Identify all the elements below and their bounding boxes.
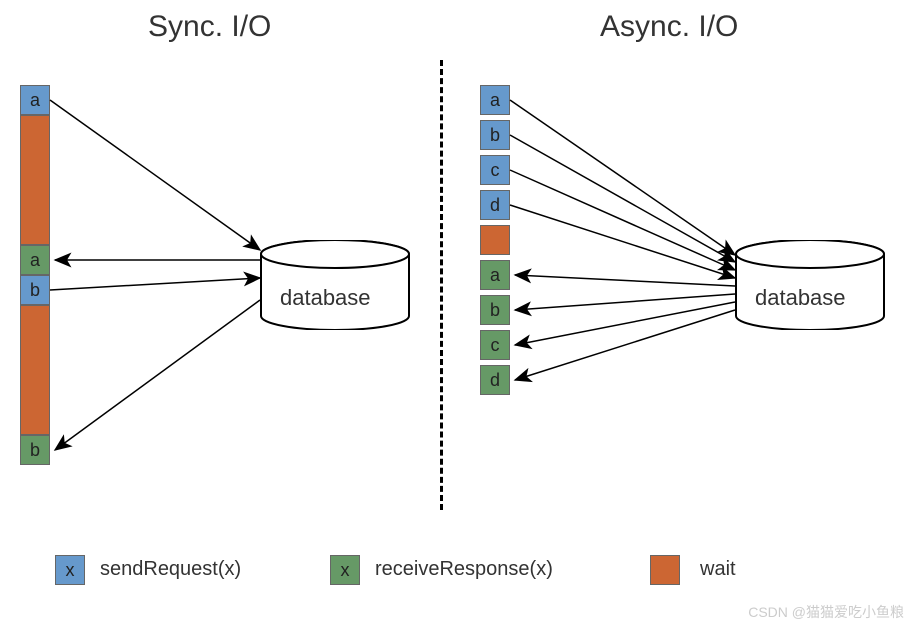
legend-send-label: sendRequest(x)	[100, 558, 241, 581]
sync-wait-cell	[20, 305, 50, 435]
sync-cell-label: a	[30, 90, 40, 111]
async-cell-label: b	[490, 125, 500, 146]
async-arrow-7	[515, 310, 735, 380]
sync-arrow-3	[55, 300, 260, 450]
sync-title: Sync. I/O	[148, 10, 271, 44]
async-database-label: database	[755, 285, 846, 311]
async-cell-label: d	[490, 195, 500, 216]
async-arrow-4	[515, 275, 735, 286]
sync-send-b-cell: b	[20, 275, 50, 305]
async-cell-label: d	[490, 370, 500, 391]
legend-wait-label: wait	[700, 558, 736, 581]
async-arrow-6	[515, 302, 735, 345]
watermark: CSDN @猫猫爱吃小鱼粮	[748, 602, 904, 622]
legend-recv-label: receiveResponse(x)	[375, 558, 553, 581]
legend-key-label: x	[66, 560, 75, 581]
async-send-c-cell: c	[480, 155, 510, 185]
async-recv-a-cell: a	[480, 260, 510, 290]
sync-cell-label: b	[30, 440, 40, 461]
async-cell-label: c	[491, 335, 500, 356]
sync-arrow-0	[50, 100, 260, 250]
async-send-b-cell: b	[480, 120, 510, 150]
async-recv-c-cell: c	[480, 330, 510, 360]
async-cell-label: a	[490, 90, 500, 111]
sync-cell-label: b	[30, 280, 40, 301]
async-send-d-cell: d	[480, 190, 510, 220]
column-divider	[440, 60, 443, 510]
sync-cell-label: a	[30, 250, 40, 271]
async-arrow-0	[510, 100, 735, 255]
async-arrow-3	[510, 205, 735, 278]
sync-arrow-2	[50, 278, 260, 290]
async-wait-cell	[480, 225, 510, 255]
legend-wait-box	[650, 555, 680, 585]
async-recv-d-cell: d	[480, 365, 510, 395]
sync-wait-cell	[20, 115, 50, 245]
sync-recv-a-cell: a	[20, 245, 50, 275]
sync-send-a-cell: a	[20, 85, 50, 115]
async-arrow-5	[515, 294, 735, 310]
async-title: Async. I/O	[600, 10, 738, 44]
async-send-a-cell: a	[480, 85, 510, 115]
async-cell-label: c	[491, 160, 500, 181]
async-cell-label: a	[490, 265, 500, 286]
legend-send-box: x	[55, 555, 85, 585]
legend-recv-box: x	[330, 555, 360, 585]
async-arrow-1	[510, 135, 735, 262]
async-arrow-2	[510, 170, 735, 270]
legend-key-label: x	[341, 560, 350, 581]
async-recv-b-cell: b	[480, 295, 510, 325]
async-cell-label: b	[490, 300, 500, 321]
sync-database-label: database	[280, 285, 371, 311]
sync-recv-b-cell: b	[20, 435, 50, 465]
